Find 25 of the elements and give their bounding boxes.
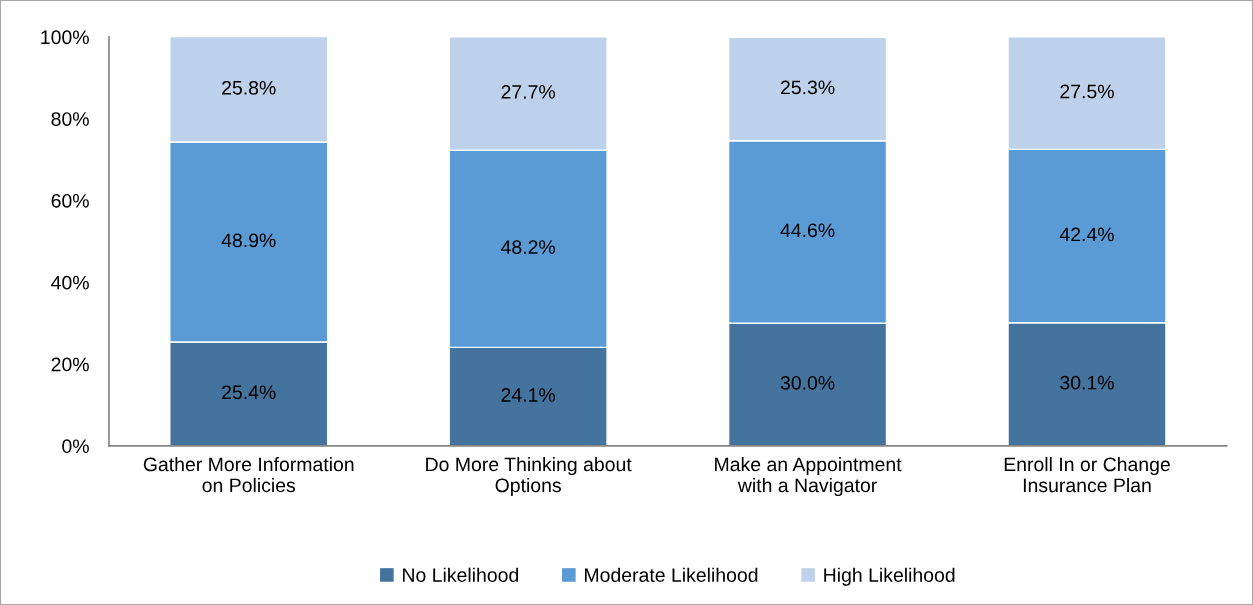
legend-label: Moderate Likelihood [585,567,758,582]
x-tick-label: Gather More Information on Policies [143,457,354,493]
data-label: 30.1% [1060,375,1114,390]
data-label: 24.1% [501,388,556,402]
y-tick-label: 80% [51,112,89,126]
data-label: 48.2% [501,240,556,254]
data-label: 25.4% [222,385,276,400]
y-tick-label: 60% [51,193,89,208]
y-tick-label: 40% [51,275,89,290]
x-tick-label: Make an Appointment with a Navigator [715,457,902,497]
data-label: 27.5% [1060,84,1114,99]
legend-label: High Likelihood [824,567,955,586]
data-label: 30.0% [780,375,835,390]
y-tick-label: 20% [51,357,89,372]
data-label: 42.4% [1059,227,1114,242]
data-label: 27.7% [501,85,556,99]
legend-label: No Likelihood [403,567,519,582]
data-label: 44.6% [780,223,835,238]
y-tick-label: 0% [62,439,89,454]
x-tick-label: Enroll In or Change Insurance Plan [1004,457,1170,493]
data-label: 25.3% [780,80,835,95]
x-tick-label: Do More Thinking about Options [426,457,632,497]
y-tick-label: 100% [41,30,89,45]
data-label: 48.9% [221,233,276,248]
data-label: 25.8% [222,80,276,95]
